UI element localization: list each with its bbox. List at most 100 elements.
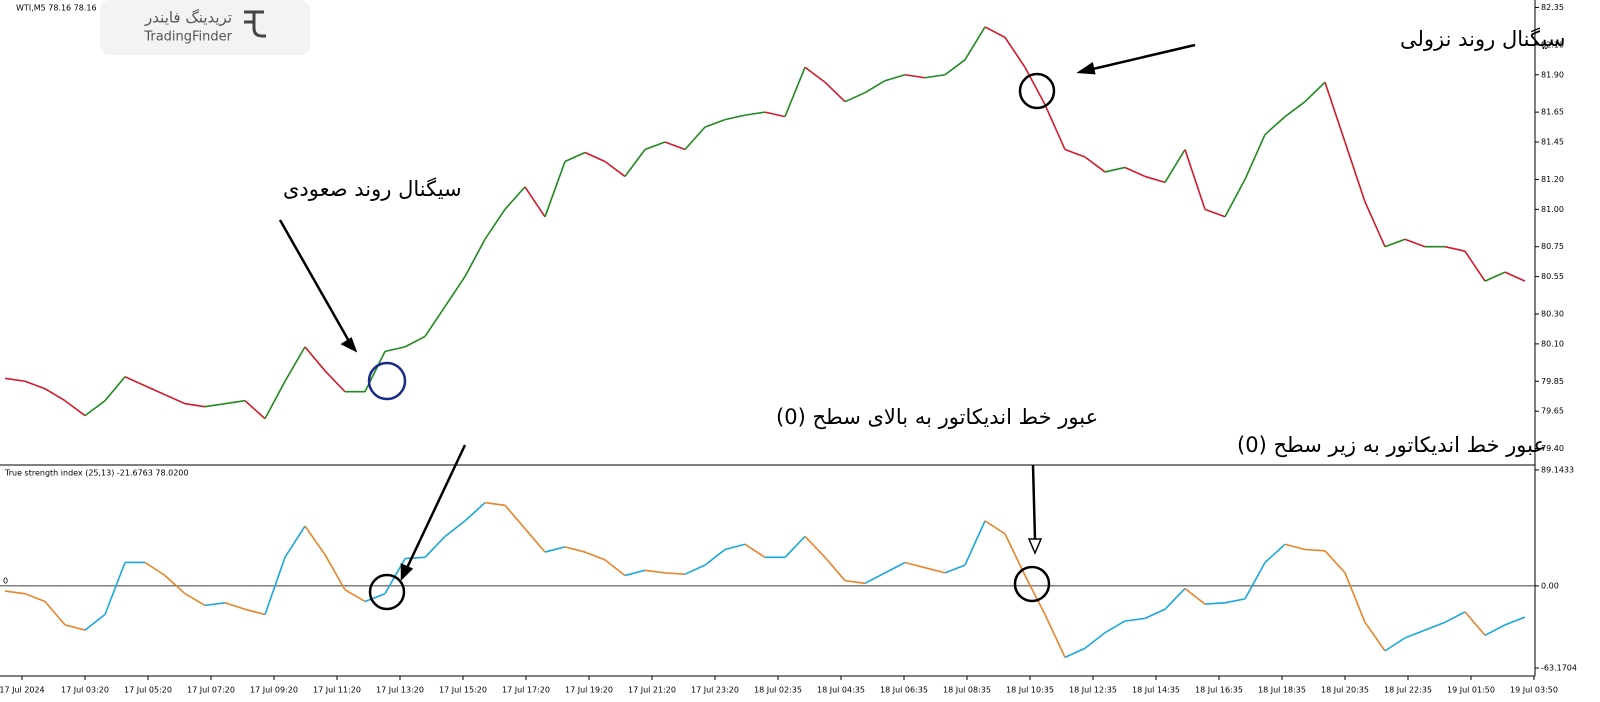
y-tick-label: 79.65 [1541, 407, 1564, 416]
x-tick-label: 17 Jul 19:20 [565, 686, 613, 695]
y-tick-label: 82.35 [1541, 3, 1564, 12]
series-segment [464, 238, 486, 277]
annotation-shapes [278, 43, 1196, 611]
series-segment [344, 589, 366, 603]
series-segment [1024, 575, 1046, 615]
level-label: 0 [3, 576, 8, 585]
series-segment [744, 111, 766, 116]
series-segment [464, 502, 486, 522]
series-segment [1204, 601, 1226, 605]
series-segment [604, 160, 626, 178]
series-segment [1344, 141, 1366, 203]
series-segment [964, 26, 986, 61]
series-segment [824, 556, 846, 582]
arrow-head [1027, 538, 1043, 555]
series-segment [244, 400, 266, 420]
series-segment [624, 149, 646, 177]
series-segment [824, 81, 846, 103]
series-segment [64, 400, 86, 417]
series-segment [124, 376, 146, 387]
series-segment [1184, 149, 1206, 210]
y-tick-label: 89.1433 [1541, 466, 1574, 475]
series-segment [484, 208, 506, 240]
series-segment [1104, 166, 1126, 173]
x-tick-label: 18 Jul 10:35 [1006, 686, 1054, 695]
series-segment [904, 561, 926, 569]
series-segment [1164, 149, 1186, 183]
series-segment [884, 561, 906, 574]
series-segment [1324, 81, 1346, 143]
x-tick-label: 17 Jul 05:20 [124, 686, 172, 695]
series-segment [1344, 572, 1366, 623]
y-tick-label: 80.55 [1541, 272, 1564, 281]
logo-box [100, 0, 310, 55]
series-segment [324, 554, 346, 591]
x-tick-label: 18 Jul 02:35 [754, 686, 802, 695]
series-segment [984, 520, 1006, 535]
x-tick-label: 17 Jul 13:20 [376, 686, 424, 695]
series-segment [84, 400, 106, 417]
series-segment [564, 151, 586, 163]
series-segment [104, 376, 126, 402]
series-segment [1104, 620, 1126, 634]
series-segment [404, 556, 426, 560]
series-segment [1384, 637, 1406, 652]
series-segment [884, 73, 906, 82]
series-segment [484, 501, 506, 507]
series-segment [4, 590, 26, 595]
series-segment [664, 141, 686, 151]
series-segment [1144, 608, 1166, 620]
series-segment [264, 557, 286, 615]
logo-english: TradingFinder [143, 30, 232, 45]
x-tick-label: 17 Jul 03:20 [61, 686, 109, 695]
series-segment [384, 346, 406, 353]
series-segment [524, 528, 546, 553]
series-segment [724, 114, 746, 121]
marks: 82.35 82.10 81.90 81.65 81.45 81.20 81.00 80.75… [0, 3, 1577, 695]
series-segment [1404, 629, 1426, 639]
x-tick-label: 18 Jul 14:35 [1132, 686, 1180, 695]
series-segment [1044, 104, 1066, 150]
series-segment [1404, 238, 1426, 248]
y-tick-label: -63.1704 [1541, 664, 1577, 673]
series-segment [44, 600, 66, 626]
series-segment [984, 26, 1006, 39]
series-segment [1144, 175, 1166, 184]
series-segment [624, 569, 646, 577]
series-segment [264, 380, 286, 420]
series-segment [224, 602, 246, 611]
series-segment [944, 59, 966, 76]
series-segment [864, 80, 886, 94]
x-tick-label: 18 Jul 08:35 [943, 686, 991, 695]
series-segment [1244, 134, 1266, 180]
series-segment [524, 186, 546, 218]
series-segment [664, 572, 686, 575]
series-segment [1024, 66, 1046, 106]
series-segment [1284, 543, 1306, 551]
series-segment [1264, 543, 1286, 564]
series-segment [924, 566, 946, 574]
series-segment [44, 388, 66, 402]
series-segment [844, 91, 866, 103]
series-segment [1004, 36, 1026, 68]
x-tick-label: 17 Jul 21:20 [628, 686, 676, 695]
series-segment [164, 574, 186, 595]
series-segment [304, 525, 326, 556]
series-segment [1504, 616, 1526, 626]
annotation: عبور خط اندیکاتور به زیر سطح (0) [1237, 433, 1546, 457]
series-segment [584, 551, 606, 561]
series-segment [1424, 621, 1446, 631]
series-segment [184, 592, 206, 607]
series-segment [404, 335, 426, 348]
series-segment [184, 402, 206, 408]
series-segment [1044, 614, 1066, 658]
series-segment [164, 393, 186, 405]
series-segment [1484, 624, 1506, 636]
series-segment [1364, 201, 1386, 248]
series-segment [584, 151, 606, 163]
series-segment [1004, 533, 1026, 576]
series-segment [1464, 611, 1486, 636]
series-segment [1304, 548, 1326, 552]
y-tick-label: 79.85 [1541, 377, 1564, 386]
